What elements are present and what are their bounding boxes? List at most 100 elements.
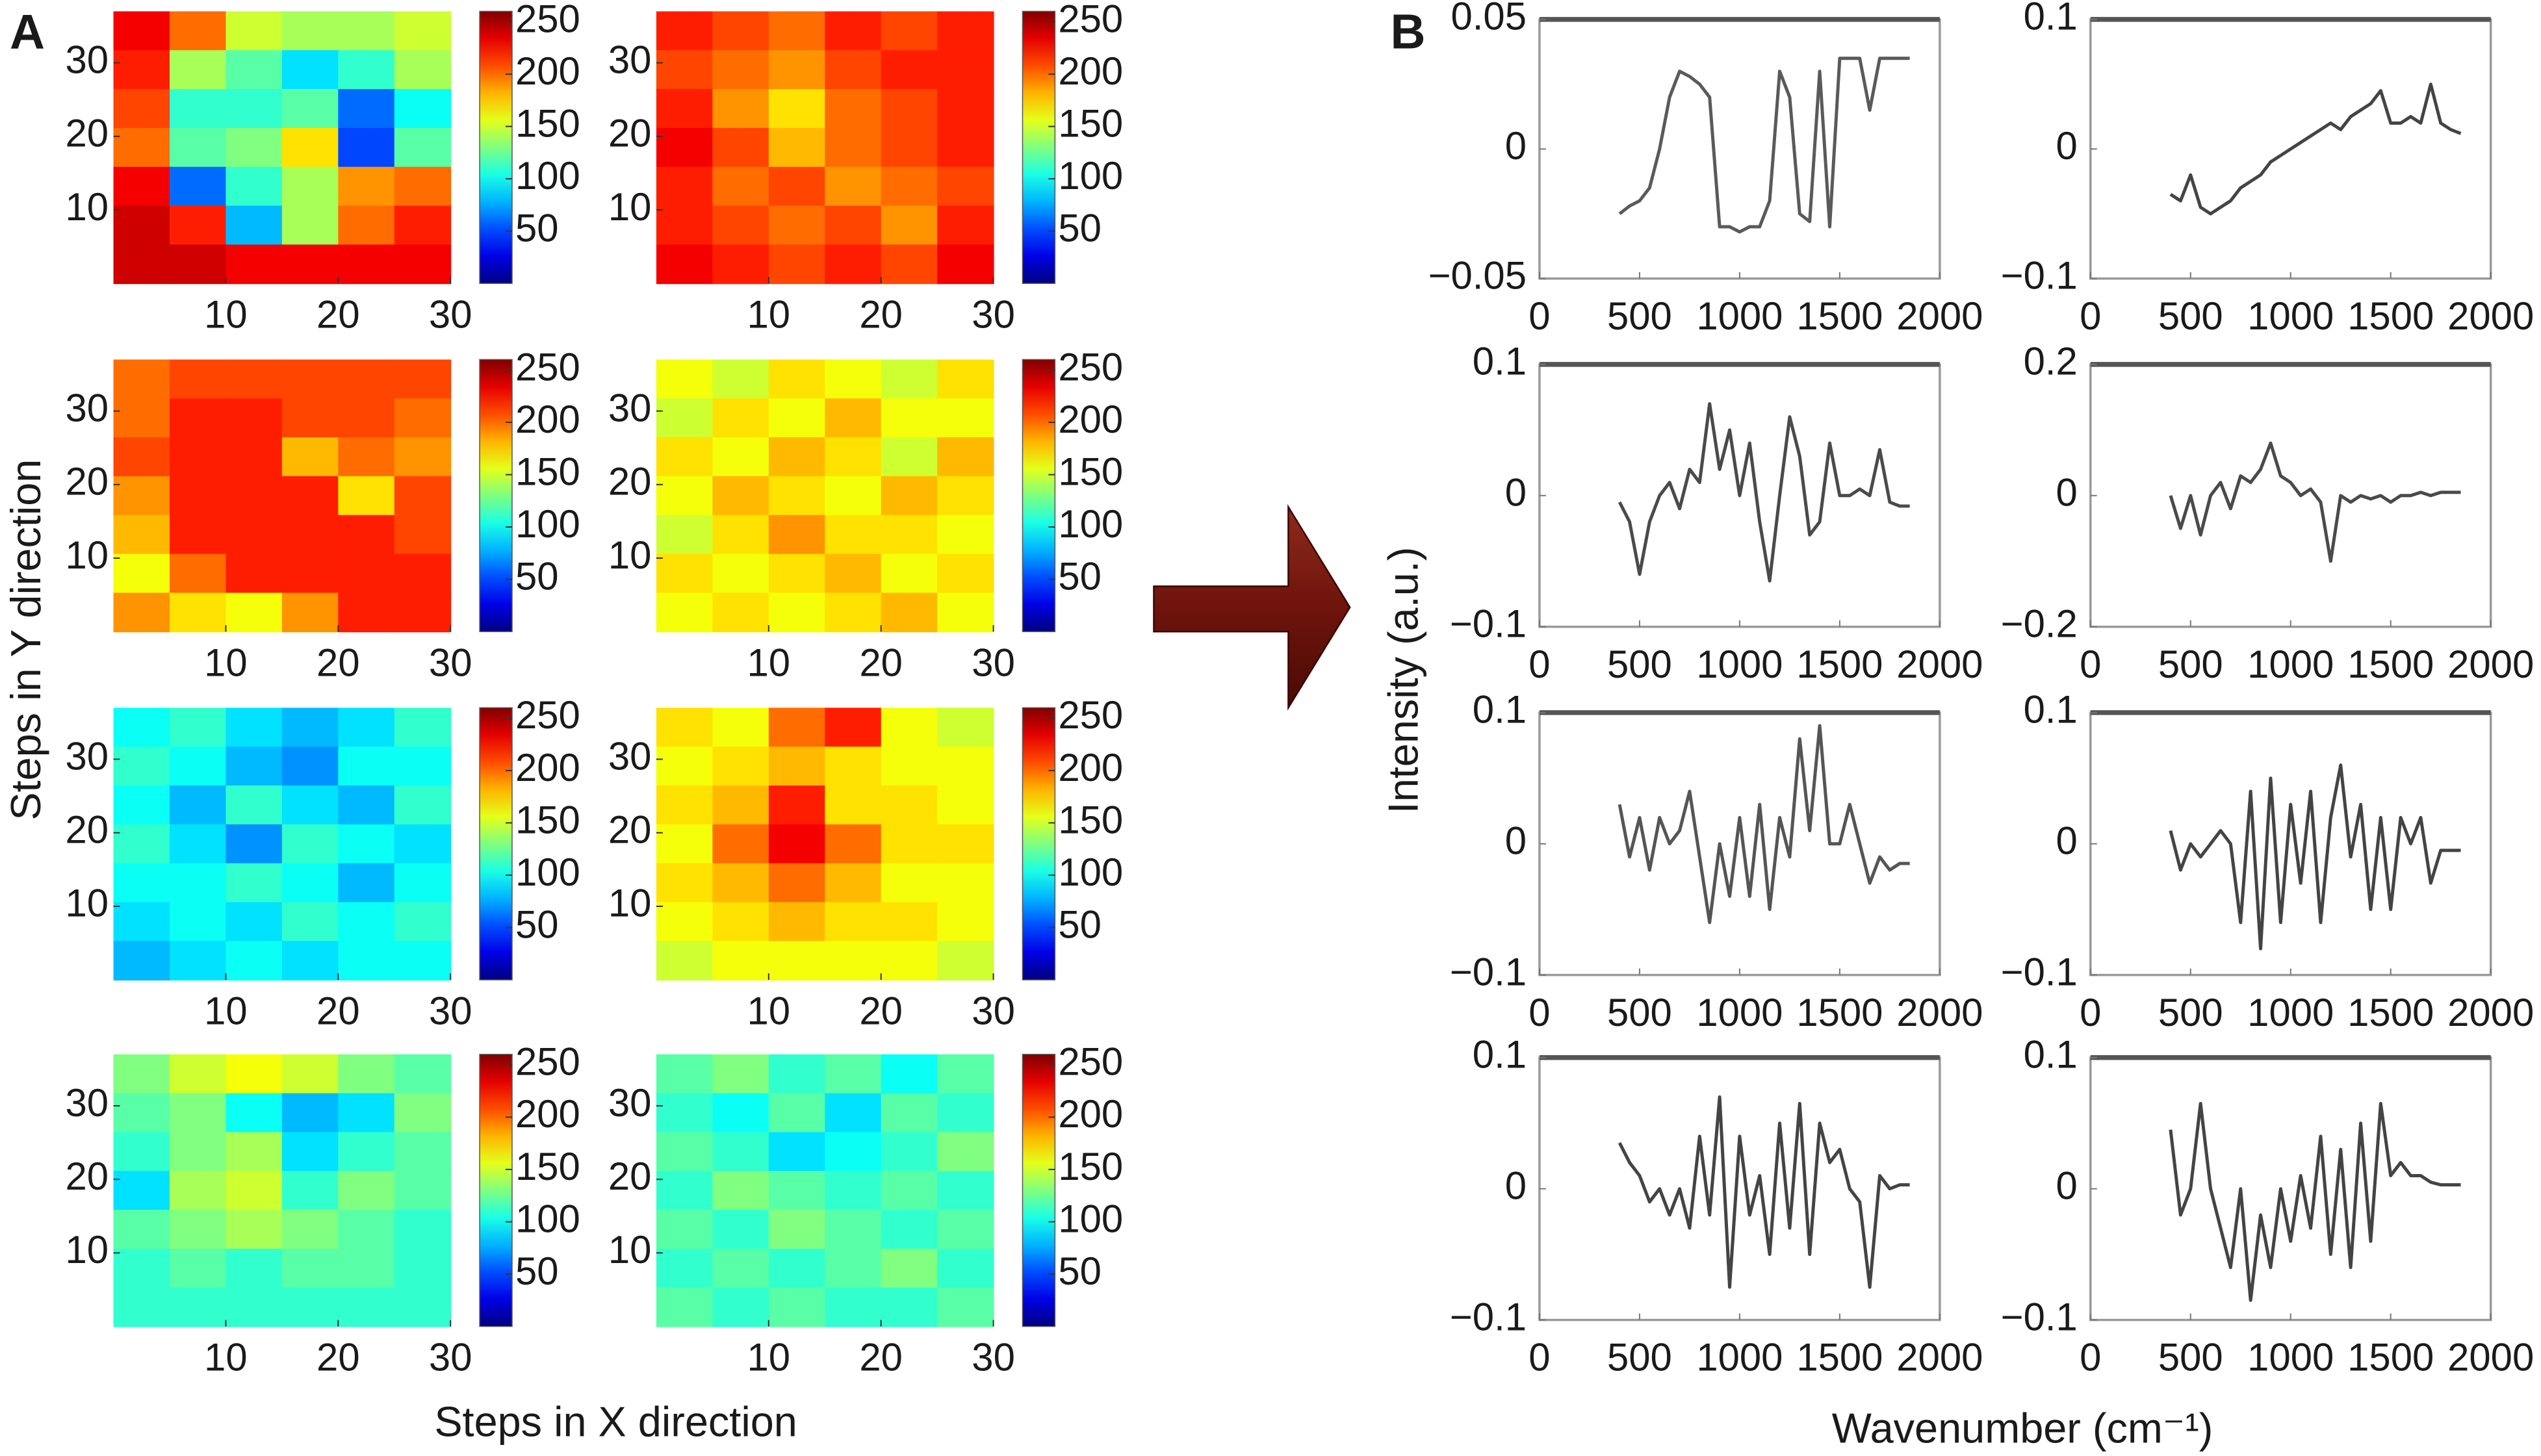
colorbar-tick-label: 50 [1058,207,1102,250]
heat-cell [226,554,283,594]
heat-cell [656,1287,714,1327]
heat-cell [281,1287,339,1327]
heat-cell [394,708,452,748]
x-tick-label: 1000 [2247,991,2334,1034]
heat-cell [712,1054,769,1094]
heat-cell [169,1287,227,1327]
heat-cell [338,515,395,555]
heat-cell [825,205,882,246]
heat-cell [768,863,826,903]
heat-cell [656,89,714,129]
x-tick-label: 20 [316,641,360,684]
x-tick-label: 2000 [1896,1336,1983,1379]
colorbar-tick-label: 200 [1058,1092,1123,1136]
heat-cell [226,1054,283,1094]
heat-cell [881,89,938,129]
y-tick-label: 0 [1505,124,1527,168]
colorbar-tick-label: 200 [515,1092,580,1136]
x-tick-label: 30 [972,292,1015,336]
heat-cell [656,824,714,864]
heat-cell [937,437,994,477]
heat-cell [169,1248,227,1288]
y-axis-label: Steps in Y direction [2,459,49,821]
heat-cell [113,205,170,246]
heat-cell [825,1210,882,1249]
heat-cell [281,902,339,942]
x-tick-label: 0 [1528,1336,1550,1379]
spectrum-line [1618,402,1910,583]
y-tick-label: 20 [608,112,652,155]
heat-cell [113,1093,170,1133]
heat-cell [937,1210,994,1249]
heat-cell [881,1093,938,1133]
heat-cell [937,863,994,903]
x-tick-label: 1000 [1696,1336,1783,1379]
heat-cell [937,515,994,555]
heat-cell [113,1210,170,1249]
spectrum-line [2169,1101,2461,1302]
x-tick-label: 1500 [1796,294,1883,338]
heat-cell [169,1093,227,1133]
heat-cell [338,941,395,981]
x-tick-label: 30 [972,989,1015,1032]
colorbar-tick-label: 200 [515,398,580,441]
x-tick-label: 2000 [1896,643,1983,686]
y-tick-label: 20 [65,1155,109,1198]
heat-cell [881,593,938,633]
heat-cell [881,1248,938,1288]
colorbar-tick-label: 250 [515,693,580,737]
heat-cell [281,1210,339,1249]
colorbar [479,1054,513,1327]
colorbar-tick-label: 50 [1058,902,1102,946]
heat-cell [226,708,283,748]
heat-cell [656,127,714,168]
y-tick-label: 0.1 [1473,1033,1527,1077]
heat-cell [113,398,170,439]
x-tick-label: 500 [1607,991,1672,1034]
y-tick-label: 10 [608,533,652,577]
y-tick-label: 10 [608,882,652,925]
plot-frame [2089,1056,2492,1322]
heat-cell [712,1287,769,1327]
heat-cell [226,1248,283,1288]
heat-cell [394,244,452,285]
colorbar-tick-label: 200 [1058,49,1123,93]
y-tick-label: 20 [65,460,109,504]
colorbar-tick-label: 100 [515,154,580,198]
x-tick-label: 1000 [1696,294,1783,338]
heat-cell [338,1054,395,1094]
heat-cell [656,359,714,400]
heat-cell [394,902,452,942]
heat-cell [338,398,395,439]
heat-cell [712,11,769,51]
heat-cell [937,554,994,594]
heat-cell [338,50,395,90]
heat-cell [394,593,452,633]
heat-cell [656,437,714,477]
heat-cell [169,50,227,90]
heat-cell [113,941,170,981]
heat-cell [226,398,283,439]
heat-cell [656,476,714,516]
heat-cell [169,359,227,400]
heat-cell [656,515,714,555]
colorbar-tick-label: 150 [1058,101,1123,145]
y-tick-label: 0 [2056,1164,2078,1208]
heat-cell [825,1093,882,1133]
heat-cell [768,398,826,439]
x-tick-label: 2000 [2447,643,2534,686]
plot-frame [2089,711,2492,977]
heat-cell [169,863,227,903]
heat-cell [937,205,994,246]
heat-cell [712,785,769,825]
y-tick-label: −0.1 [2001,950,2078,993]
heat-cell [338,437,395,477]
x-tick-label: 30 [429,989,472,1032]
heat-cell [113,50,170,90]
heat-cell [881,359,938,400]
heat-cell [768,1054,826,1094]
heat-cell [226,1132,283,1172]
heat-cell [656,1171,714,1211]
heat-cell [113,1054,170,1094]
